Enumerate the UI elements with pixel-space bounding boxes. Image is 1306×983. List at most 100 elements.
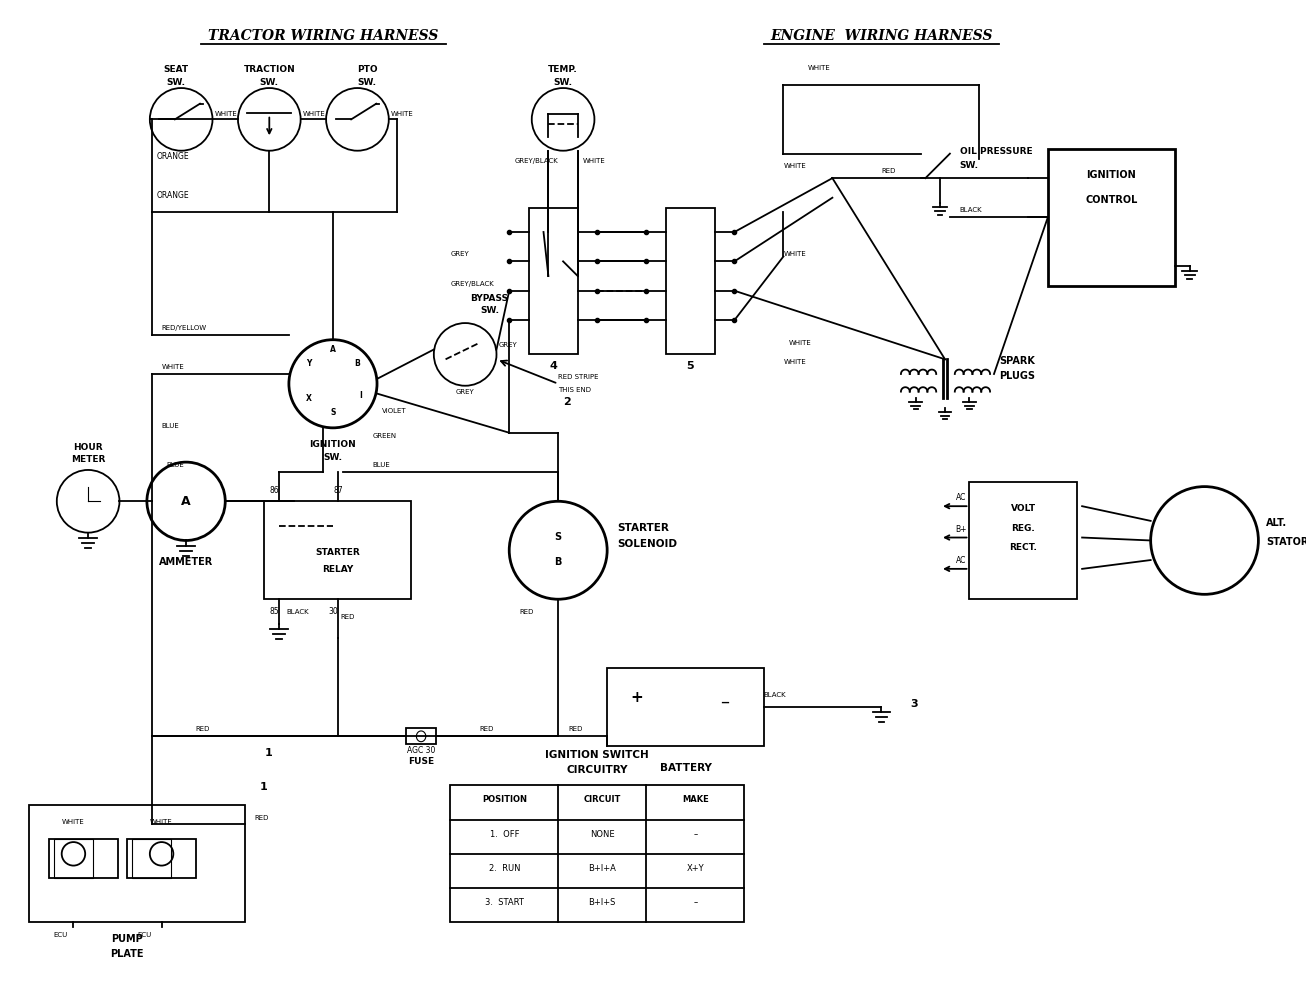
- Text: WHITE: WHITE: [390, 111, 414, 117]
- Text: AC: AC: [956, 493, 966, 502]
- Text: B+: B+: [955, 525, 966, 534]
- Text: SW.: SW.: [960, 161, 978, 170]
- Text: RED: RED: [882, 168, 896, 174]
- Text: WHITE: WHITE: [303, 111, 325, 117]
- Text: B+I+A: B+I+A: [588, 864, 616, 873]
- Bar: [127, 839, 196, 879]
- Text: SW.: SW.: [358, 78, 376, 87]
- Text: RECT.: RECT.: [1010, 544, 1037, 552]
- Text: PUMP: PUMP: [111, 934, 144, 944]
- Text: SW.: SW.: [260, 78, 278, 87]
- Text: TEMP.: TEMP.: [549, 65, 579, 75]
- Text: IGNITION SWITCH: IGNITION SWITCH: [546, 750, 649, 760]
- Text: VIOLET: VIOLET: [381, 408, 406, 414]
- Text: B: B: [555, 557, 562, 567]
- Text: S: S: [555, 533, 562, 543]
- Text: THIS END: THIS END: [558, 386, 592, 392]
- Bar: [1047, 148, 1175, 286]
- Text: TRACTION: TRACTION: [243, 65, 295, 75]
- Text: 86: 86: [269, 487, 279, 495]
- Text: IGNITION: IGNITION: [310, 440, 357, 449]
- Text: 3: 3: [910, 699, 918, 709]
- Text: WHITE: WHITE: [150, 820, 172, 826]
- Text: VOLT: VOLT: [1011, 504, 1036, 513]
- Text: RED/YELLOW: RED/YELLOW: [162, 325, 206, 331]
- Bar: [54, 839, 93, 879]
- Text: 87: 87: [333, 487, 342, 495]
- Bar: [29, 805, 244, 922]
- Text: A: A: [330, 345, 336, 355]
- Text: BATTERY: BATTERY: [660, 763, 712, 773]
- Text: BLACK: BLACK: [960, 207, 982, 213]
- Bar: [264, 501, 411, 600]
- Text: –: –: [693, 898, 697, 907]
- Text: WHITE: WHITE: [63, 820, 85, 826]
- Bar: [529, 207, 577, 355]
- Bar: [451, 785, 744, 922]
- Text: B+I+S: B+I+S: [589, 898, 616, 907]
- Bar: [132, 839, 171, 879]
- Text: GREY/BLACK: GREY/BLACK: [451, 281, 494, 287]
- Text: ENGINE  WIRING HARNESS: ENGINE WIRING HARNESS: [771, 29, 993, 43]
- Text: BLUE: BLUE: [166, 462, 184, 468]
- Bar: [607, 667, 764, 746]
- Text: CIRCUIT: CIRCUIT: [584, 795, 620, 804]
- Text: SW.: SW.: [167, 78, 185, 87]
- Text: STARTER: STARTER: [316, 549, 360, 557]
- Text: A: A: [182, 494, 191, 508]
- Text: GREY: GREY: [499, 341, 517, 348]
- Text: AGC 30: AGC 30: [407, 746, 435, 755]
- Text: WHITE: WHITE: [784, 163, 806, 169]
- Text: ECU: ECU: [137, 932, 151, 938]
- Text: METER: METER: [71, 455, 106, 464]
- Text: 85: 85: [269, 607, 279, 616]
- Text: BLACK: BLACK: [286, 608, 308, 615]
- Text: GREY: GREY: [456, 388, 474, 394]
- Text: SW.: SW.: [481, 307, 499, 316]
- Bar: [969, 482, 1077, 600]
- Text: ORANGE: ORANGE: [157, 151, 189, 160]
- Text: PTO: PTO: [357, 65, 377, 75]
- Text: CIRCUITRY: CIRCUITRY: [567, 765, 628, 775]
- Text: –: –: [720, 693, 729, 711]
- Text: S: S: [330, 408, 336, 417]
- Text: MAKE: MAKE: [682, 795, 709, 804]
- Text: WHITE: WHITE: [784, 252, 806, 258]
- Text: RED: RED: [196, 726, 210, 732]
- Text: WHITE: WHITE: [214, 111, 238, 117]
- Text: RED: RED: [341, 613, 355, 620]
- Text: X+Y: X+Y: [687, 864, 704, 873]
- Text: RED: RED: [518, 608, 533, 615]
- Bar: [48, 839, 118, 879]
- Text: BLUE: BLUE: [162, 423, 179, 429]
- Text: FUSE: FUSE: [407, 757, 434, 766]
- Text: 3.  START: 3. START: [485, 898, 524, 907]
- Text: SPARK: SPARK: [999, 356, 1034, 367]
- Text: WHITE: WHITE: [808, 66, 831, 72]
- Text: REG.: REG.: [1011, 524, 1036, 533]
- Text: WHITE: WHITE: [784, 359, 806, 366]
- Text: B: B: [354, 359, 360, 369]
- Text: AC: AC: [956, 556, 966, 565]
- Text: 4: 4: [550, 361, 558, 372]
- Text: WHITE: WHITE: [789, 339, 811, 346]
- Text: RED: RED: [568, 726, 582, 732]
- Text: ALT.: ALT.: [1267, 518, 1288, 528]
- Text: ECU: ECU: [54, 932, 68, 938]
- Text: HOUR: HOUR: [73, 443, 103, 452]
- Text: SW.: SW.: [324, 453, 342, 462]
- Text: IGNITION: IGNITION: [1087, 170, 1136, 180]
- Text: SW.: SW.: [554, 78, 572, 87]
- Text: RED: RED: [479, 726, 494, 732]
- Text: STATOR: STATOR: [1267, 538, 1306, 548]
- Text: Y: Y: [306, 359, 311, 369]
- Text: 2.  RUN: 2. RUN: [488, 864, 520, 873]
- Bar: [666, 207, 714, 355]
- Text: SOLENOID: SOLENOID: [616, 540, 677, 549]
- Text: AMMETER: AMMETER: [159, 557, 213, 567]
- Text: +: +: [631, 690, 643, 705]
- Text: RED STRIPE: RED STRIPE: [558, 374, 598, 379]
- Text: NONE: NONE: [590, 830, 615, 838]
- Text: 1: 1: [264, 748, 272, 758]
- Text: 1: 1: [260, 782, 268, 792]
